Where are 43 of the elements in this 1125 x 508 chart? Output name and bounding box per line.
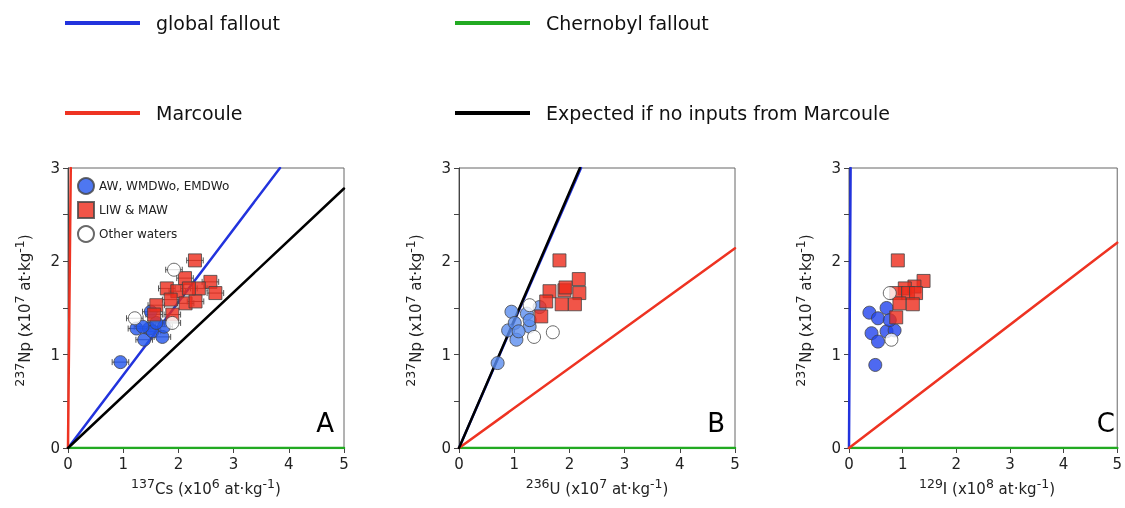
x-tick-label: 5 <box>1112 454 1122 473</box>
y-tick-label: 0 <box>50 439 60 457</box>
y-tick-label: 0 <box>441 439 451 457</box>
legend-label: Other waters <box>99 227 178 241</box>
y-tick-label: 3 <box>441 159 451 177</box>
y-tick-label: 2 <box>441 252 451 271</box>
legend-label: Expected if no inputs from Marcoule <box>546 102 890 124</box>
x-tick-label: 2 <box>173 454 184 473</box>
x-tick-label: 4 <box>675 454 685 473</box>
legend-label: AW, WMDWo, EMDWo <box>99 179 230 193</box>
y-tick-label: 3 <box>50 159 60 177</box>
x-tick-label: 3 <box>619 454 630 473</box>
x-axis-title: $^{137}$Cs (x10$^{6}$ at·kg$^{-1}$) <box>130 476 282 498</box>
x-tick-label: 3 <box>228 454 239 473</box>
x-tick-label: 3 <box>1005 454 1015 473</box>
x-tick-label: 0 <box>454 454 464 473</box>
x-tick-label: 0 <box>63 454 73 473</box>
annotation: A <box>316 408 335 438</box>
y-tick-label: 1 <box>441 345 451 364</box>
x-tick-label: 2 <box>951 454 962 473</box>
legend-label: LIW & MAW <box>99 203 168 217</box>
x-tick-label: 0 <box>844 454 854 473</box>
x-tick-label: 1 <box>509 454 519 473</box>
x-tick-label: 1 <box>118 454 128 473</box>
annotation: C <box>1096 408 1115 438</box>
y-tick-label: 3 <box>831 159 841 177</box>
x-tick-label: 4 <box>1058 454 1069 473</box>
x-tick-label: 5 <box>730 454 740 473</box>
y-tick-label: 0 <box>831 439 841 457</box>
annotation: B <box>707 408 726 438</box>
y-tick-label: 1 <box>831 345 841 364</box>
x-tick-label: 4 <box>284 454 294 473</box>
x-axis-title: $^{129}$I (x10$^{8}$ at·kg$^{-1}$) <box>918 476 1056 498</box>
y-tick-label: 2 <box>50 252 60 271</box>
x-axis-title: $^{236}$U (x10$^{7}$ at·kg$^{-1}$) <box>524 476 670 498</box>
y-tick-label: 1 <box>50 345 60 364</box>
x-tick-label: 1 <box>897 454 908 473</box>
x-tick-label: 2 <box>564 454 575 473</box>
legend-label: Marcoule <box>156 102 243 124</box>
x-tick-label: 5 <box>339 454 349 473</box>
legend-label: Chernobyl fallout <box>546 12 709 34</box>
legend-label: global fallout <box>156 12 280 34</box>
y-tick-label: 2 <box>831 252 841 271</box>
